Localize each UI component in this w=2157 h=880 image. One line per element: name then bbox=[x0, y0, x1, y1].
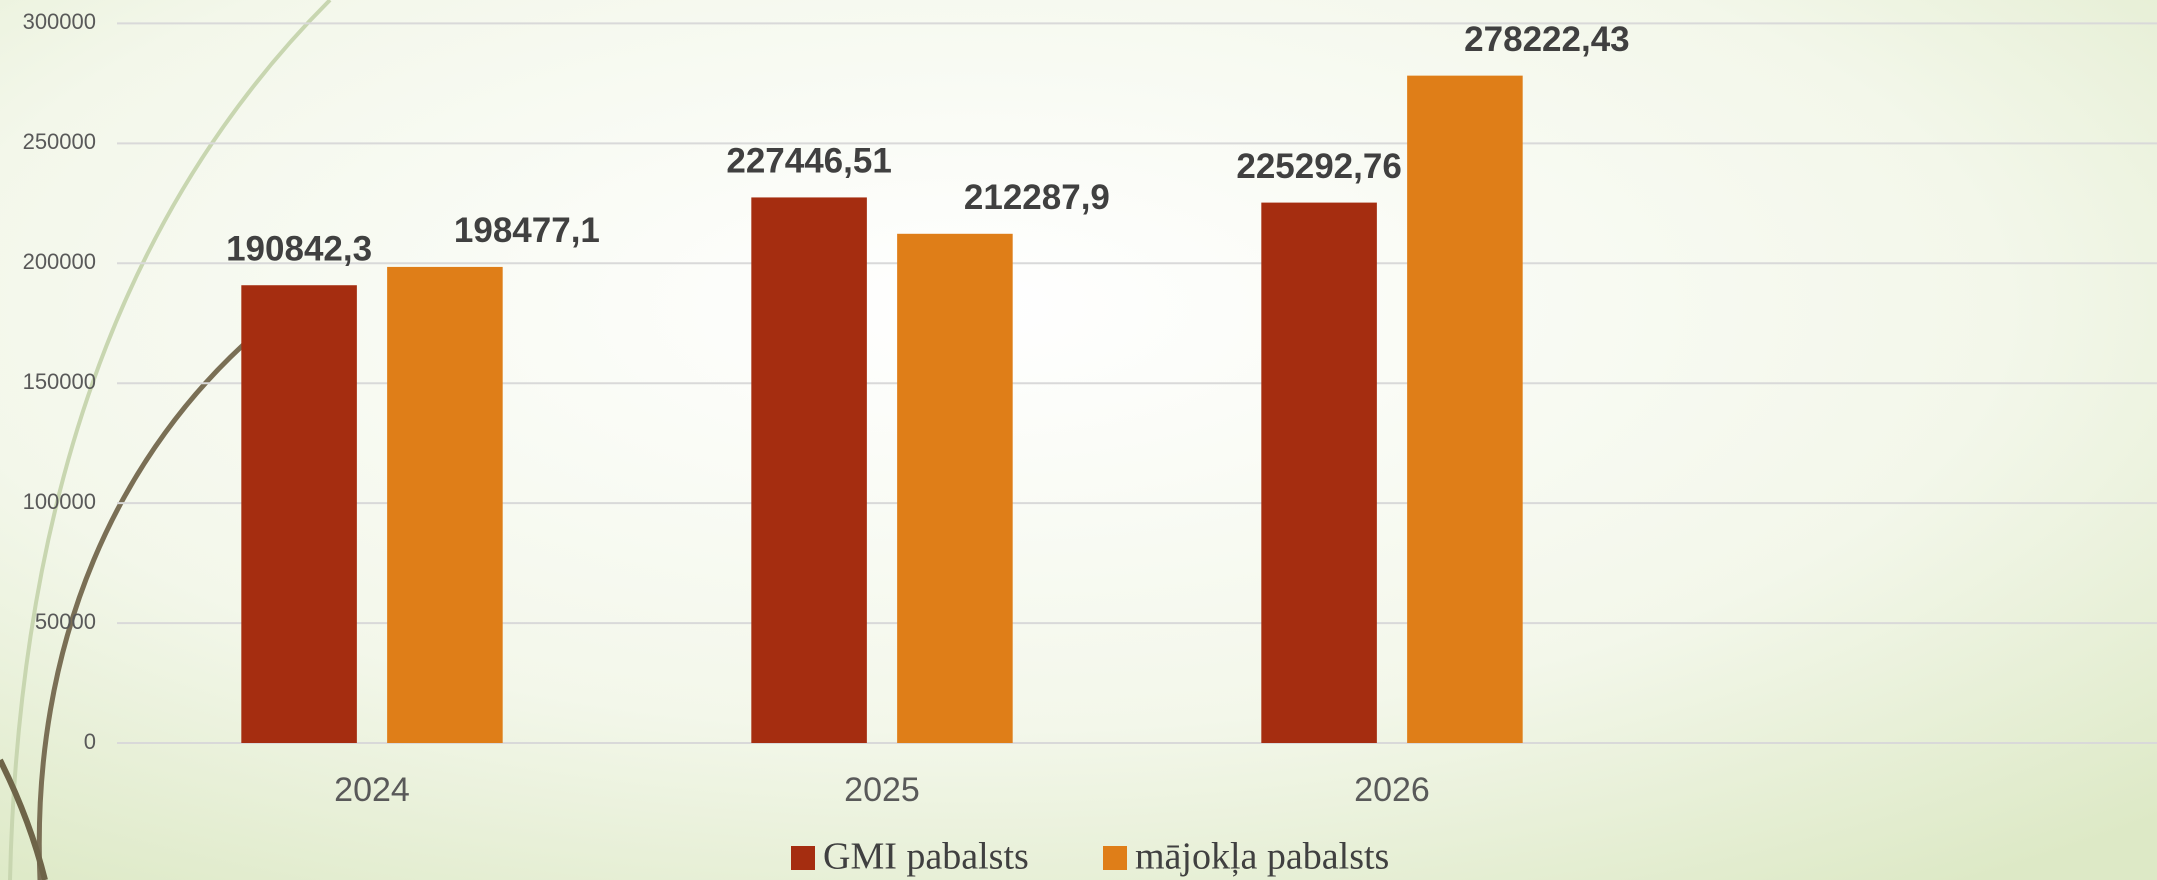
y-tick-label: 50000 bbox=[35, 609, 96, 634]
value-label: 198477,1 bbox=[454, 211, 600, 250]
bar bbox=[1261, 203, 1377, 743]
bar bbox=[1407, 76, 1523, 743]
x-tick-label: 2025 bbox=[844, 771, 920, 809]
value-label: 227446,51 bbox=[726, 142, 891, 181]
page: 0 50000 100000 150000 200000 250000 300000 2024… bbox=[0, 0, 2157, 880]
y-tick-label: 300000 bbox=[23, 9, 96, 34]
legend-label: GMI pabalsts bbox=[823, 836, 1029, 878]
y-tick-label: 200000 bbox=[23, 249, 96, 274]
y-tick-label: 250000 bbox=[23, 129, 96, 154]
x-tick-label: 2024 bbox=[334, 771, 410, 809]
value-label: 190842,3 bbox=[226, 229, 372, 268]
legend-swatch bbox=[1103, 846, 1127, 870]
legend-label: mājokļa pabalsts bbox=[1135, 836, 1389, 878]
y-tick-label: 100000 bbox=[23, 489, 96, 514]
value-label: 278222,43 bbox=[1464, 20, 1629, 59]
x-tick-label: 2026 bbox=[1354, 771, 1430, 809]
bar bbox=[751, 197, 867, 743]
value-label: 225292,76 bbox=[1236, 147, 1401, 186]
bar bbox=[241, 285, 357, 743]
y-tick-label: 0 bbox=[84, 729, 96, 754]
value-label: 212287,9 bbox=[964, 178, 1110, 217]
chart: 0 50000 100000 150000 200000 250000 300000 2024… bbox=[0, 0, 2157, 880]
bar bbox=[387, 267, 503, 743]
y-tick-label: 150000 bbox=[23, 369, 96, 394]
legend-swatch bbox=[791, 846, 815, 870]
bar bbox=[897, 234, 1013, 743]
